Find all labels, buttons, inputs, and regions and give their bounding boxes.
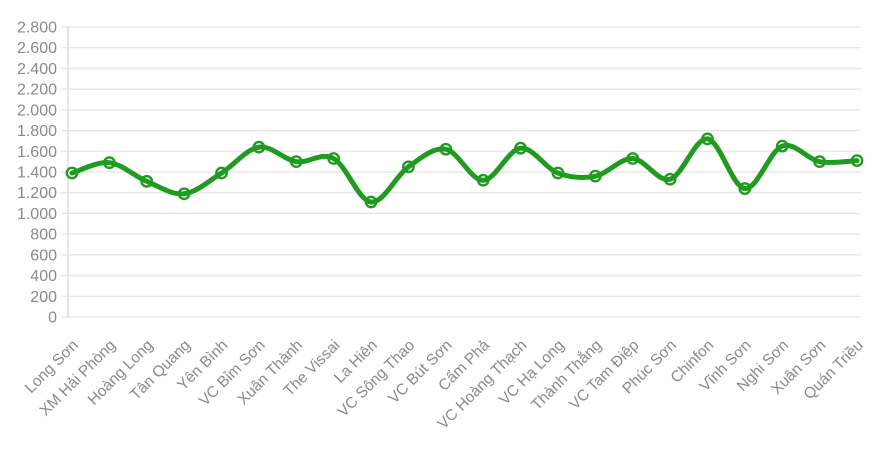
series-line <box>69 136 860 205</box>
y-tick-label: 1.000 <box>17 206 57 223</box>
gridlines <box>61 26 861 318</box>
y-tick-label: 0 <box>48 310 57 327</box>
y-tick-label: 200 <box>30 289 57 306</box>
y-tick-label: 2.200 <box>17 82 57 99</box>
y-tick-label: 800 <box>30 227 57 244</box>
y-tick-label: 1.200 <box>17 185 57 202</box>
y-axis-labels: 0 200 400 600 800 1.000 1.200 1.400 1.600 1.800 2.… <box>17 20 57 327</box>
y-tick-label: 2.600 <box>17 40 57 57</box>
data-point-markers <box>65 132 864 209</box>
y-tick-label: 600 <box>30 247 57 264</box>
y-tick-label: 2.800 <box>17 20 57 37</box>
y-tick-label: 1.800 <box>17 123 57 140</box>
y-tick-label: 1.600 <box>17 144 57 161</box>
y-tick-label: 400 <box>30 268 57 285</box>
y-tick-label: 2.000 <box>17 102 57 119</box>
y-tick-label: 1.400 <box>17 165 57 182</box>
y-tick-label: 2.400 <box>17 61 57 78</box>
